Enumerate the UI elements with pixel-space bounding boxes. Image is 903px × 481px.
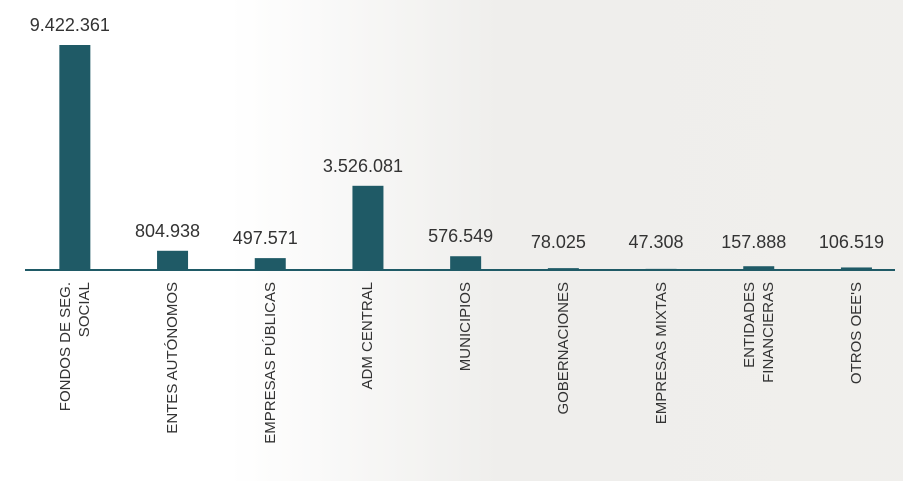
x-tick-label: MUNICIPIOS [456, 282, 475, 371]
page: {"chart_data": {"type": "bar", "categori… [0, 0, 903, 481]
bar [450, 256, 481, 270]
x-tick-label: FONDOS DE SEG. SOCIAL [56, 282, 94, 411]
value-label: 47.308 [629, 232, 684, 252]
chart: 9.422.361 804.938 497.571 3.526.081 576.549 7… [0, 0, 903, 481]
value-label: 497.571 [233, 228, 298, 248]
bar [352, 186, 383, 270]
value-label: 576.549 [428, 226, 493, 246]
x-tick-label: ENTES AUTÓNOMOS [163, 282, 182, 434]
bar [646, 269, 677, 270]
value-label: 3.526.081 [323, 156, 403, 176]
x-tick-label: EMPRESAS PÚBLICAS [261, 282, 280, 444]
bar [59, 45, 90, 270]
x-tick-label: OTROS OEE'S [847, 282, 866, 384]
x-tick-label: GOBERNACIONES [554, 282, 573, 415]
x-tick-label: EMPRESAS MIXTAS [652, 282, 671, 424]
value-label: 157.888 [721, 232, 786, 252]
value-label: 106.519 [819, 232, 884, 252]
bar [743, 266, 774, 270]
bar [548, 268, 579, 270]
x-tick-label: ADM CENTRAL [358, 282, 377, 390]
bar [841, 267, 872, 270]
value-label: 804.938 [135, 221, 200, 241]
value-label: 9.422.361 [30, 15, 110, 35]
x-tick-label: ENTIDADES FINANCIERAS [740, 282, 778, 383]
bar [255, 258, 286, 270]
bar [157, 251, 188, 270]
value-label: 78.025 [531, 232, 586, 252]
